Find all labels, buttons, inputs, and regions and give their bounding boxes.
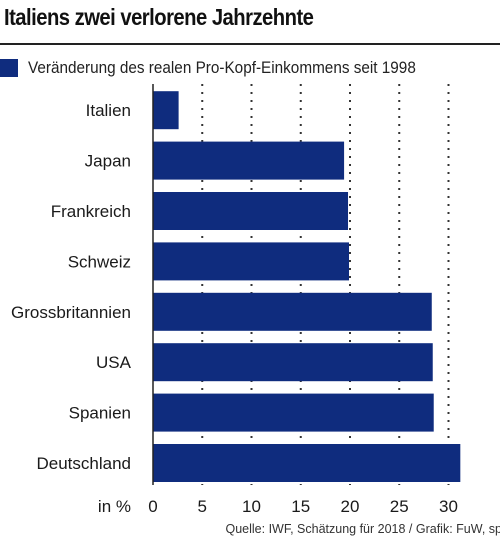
bar-frankreich — [153, 192, 349, 230]
category-labels: Italien Japan Frankreich Schweiz Grossbritan… — [11, 101, 132, 473]
tick-label-25: 25 — [390, 497, 409, 516]
source-note: Quelle: IWF, Schätzung für 2018 / Grafik… — [225, 522, 500, 536]
gridlines — [201, 84, 450, 485]
legend-label: Veränderung des realen Pro-Kopf-Einkomme… — [28, 58, 416, 77]
bar-italien — [153, 91, 179, 130]
bar-deutschland — [153, 444, 461, 482]
category-label-usa: USA — [96, 353, 132, 372]
bar-schweiz — [153, 242, 350, 281]
chart-title: Italiens zwei verlorene Jahrzehnte — [4, 4, 314, 30]
bars — [153, 91, 461, 482]
category-label-japan: Japan — [85, 152, 131, 171]
category-label-spanien: Spanien — [69, 404, 131, 423]
tick-label-0: 0 — [148, 497, 157, 516]
category-label-italien: Italien — [86, 101, 131, 120]
category-label-deutschland: Deutschland — [36, 454, 131, 473]
legend-swatch — [0, 59, 18, 77]
bar-spanien — [153, 393, 434, 432]
tick-label-30: 30 — [439, 497, 458, 516]
tick-label-5: 5 — [198, 497, 207, 516]
bar-grossbritannien — [153, 292, 432, 331]
category-label-frankreich: Frankreich — [51, 202, 131, 221]
category-label-schweiz: Schweiz — [68, 252, 131, 271]
bar-japan — [153, 141, 345, 180]
title-divider — [0, 43, 500, 45]
x-axis-unit-label: in % — [98, 497, 131, 516]
tick-label-10: 10 — [242, 497, 261, 516]
x-axis: 0 5 10 15 20 25 30 in % — [98, 84, 458, 516]
tick-label-20: 20 — [341, 497, 360, 516]
bar-usa — [153, 343, 433, 382]
legend: Veränderung des realen Pro-Kopf-Einkomme… — [0, 56, 459, 80]
category-label-grossbritannien: Grossbritannien — [11, 303, 131, 322]
tick-label-15: 15 — [291, 497, 310, 516]
